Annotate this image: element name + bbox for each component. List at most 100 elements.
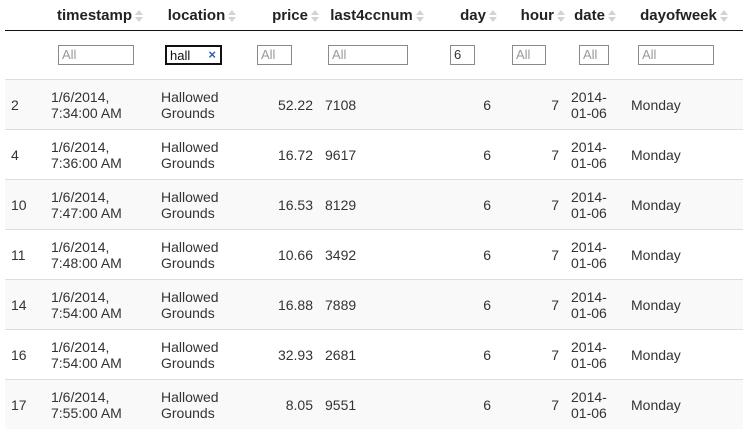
cell-dayofweek: Monday [625,179,743,230]
filter-cell-date: All [565,31,625,80]
cell-price: 16.88 [249,279,319,330]
sort-icon[interactable] [415,9,424,23]
cell-price: 16.72 [249,129,319,180]
cell-location: Hallowed Grounds [155,379,249,429]
sort-icon[interactable] [719,9,728,23]
cell-dayofweek: Monday [625,129,743,180]
cell-timestamp: 1/6/2014, 7:54:00 AM [45,329,155,380]
cell-rownum: 10 [5,179,45,230]
table-row[interactable]: 14 1/6/2014, 7:54:00 AM Hallowed Grounds 1… [5,279,743,330]
cell-timestamp: 1/6/2014, 7:54:00 AM [45,279,155,330]
cell-timestamp: 1/6/2014, 7:47:00 AM [45,179,155,230]
cell-hour: 7 [497,179,565,230]
cell-dayofweek: Monday [625,279,743,330]
table-row[interactable]: 2 1/6/2014, 7:34:00 AM Hallowed Grounds 52… [5,79,743,130]
cell-date: 2014- 01-06 [565,179,625,230]
header-label: day [460,6,486,24]
table-row[interactable]: 4 1/6/2014, 7:36:00 AM Hallowed Grounds 16… [5,129,743,180]
header-label: date [574,6,605,24]
cell-last4ccnum: 7889 [319,279,435,330]
sort-icon[interactable] [607,9,616,23]
header-timestamp[interactable]: timestamp [45,0,155,31]
cell-day: 6 [435,329,497,380]
filter-cell-day: 6 [435,31,497,80]
header-rownum [5,0,45,31]
sort-icon[interactable] [311,9,319,23]
header-price[interactable]: price [249,0,319,31]
clear-icon[interactable]: × [208,47,216,62]
cell-location: Hallowed Grounds [155,229,249,280]
sort-icon[interactable] [489,9,497,23]
cell-last4ccnum: 9551 [319,379,435,429]
cell-rownum: 17 [5,379,45,429]
cell-dayofweek: Monday [625,79,743,130]
filter-input-location[interactable]: hall × [165,45,222,65]
cell-date: 2014- 01-06 [565,229,625,280]
cell-date: 2014- 01-06 [565,329,625,380]
cell-price: 32.93 [249,329,319,380]
cell-price: 16.53 [249,179,319,230]
cell-last4ccnum: 3492 [319,229,435,280]
cell-rownum: 2 [5,79,45,130]
cell-hour: 7 [497,79,565,130]
cell-rownum: 11 [5,229,45,280]
filter-input-last4ccnum[interactable]: All [328,45,408,65]
filter-cell-price: All [249,31,319,80]
sort-icon[interactable] [135,9,144,23]
cell-dayofweek: Monday [625,229,743,280]
cell-last4ccnum: 7108 [319,79,435,130]
cell-day: 6 [435,79,497,130]
filter-cell-timestamp: All [45,31,155,80]
filter-input-hour[interactable]: All [512,45,546,65]
header-date[interactable]: date [565,0,625,31]
cell-price: 52.22 [249,79,319,130]
header-label: dayofweek [640,6,717,24]
cell-timestamp: 1/6/2014, 7:55:00 AM [45,379,155,429]
header-label: location [167,6,226,24]
table-row[interactable]: 17 1/6/2014, 7:55:00 AM Hallowed Grounds 8… [5,379,743,429]
table-row[interactable]: 10 1/6/2014, 7:47:00 AM Hallowed Grounds 1… [5,179,743,230]
header-hour[interactable]: hour [497,0,565,31]
filter-input-dayofweek[interactable]: All [638,45,714,65]
data-table: timestamp location price last4ccnum day … [5,0,743,429]
filter-cell-location: hall × [155,31,249,80]
cell-hour: 7 [497,229,565,280]
sort-icon[interactable] [557,9,565,23]
header-label: timestamp [56,6,133,24]
cell-date: 2014- 01-06 [565,379,625,429]
table-row[interactable]: 16 1/6/2014, 7:54:00 AM Hallowed Grounds 3… [5,329,743,380]
filter-cell-dayofweek: All [625,31,743,80]
filter-input-day[interactable]: 6 [450,45,475,65]
cell-date: 2014- 01-06 [565,129,625,180]
cell-day: 6 [435,379,497,429]
cell-location: Hallowed Grounds [155,279,249,330]
filter-cell-rownum [5,31,45,80]
cell-date: 2014- 01-06 [565,279,625,330]
sort-icon[interactable] [228,9,237,23]
filter-input-date[interactable]: All [579,45,609,65]
header-location[interactable]: location [155,0,249,31]
header-row: timestamp location price last4ccnum day … [5,0,743,31]
cell-hour: 7 [497,279,565,330]
cell-hour: 7 [497,379,565,429]
header-dayofweek[interactable]: dayofweek [625,0,743,31]
header-label: price [272,6,308,24]
cell-day: 6 [435,179,497,230]
cell-dayofweek: Monday [625,379,743,429]
header-day[interactable]: day [435,0,497,31]
cell-rownum: 4 [5,129,45,180]
filter-cell-last4ccnum: All [319,31,435,80]
cell-day: 6 [435,129,497,180]
filter-input-price[interactable]: All [257,45,292,65]
cell-timestamp: 1/6/2014, 7:36:00 AM [45,129,155,180]
cell-last4ccnum: 9617 [319,129,435,180]
cell-rownum: 14 [5,279,45,330]
cell-last4ccnum: 8129 [319,179,435,230]
filter-cell-hour: All [497,31,565,80]
table-row[interactable]: 11 1/6/2014, 7:48:00 AM Hallowed Grounds 1… [5,229,743,280]
header-last4ccnum[interactable]: last4ccnum [319,0,435,31]
cell-location: Hallowed Grounds [155,79,249,130]
filter-row: All hall × All All 6 All All All [5,31,743,80]
filter-input-timestamp[interactable]: All [58,45,134,65]
